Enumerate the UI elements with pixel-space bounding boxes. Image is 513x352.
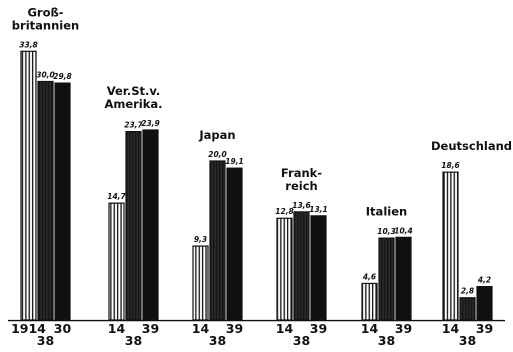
bar [442,171,459,321]
bar [37,80,54,321]
country-label: Groß- [27,5,63,19]
year-label: 38 [209,333,226,348]
bar [395,236,412,321]
bar [20,50,37,321]
value-label: 4,6 [363,272,376,281]
value-label: 4,2 [478,276,491,285]
year-label: 30 [54,321,72,336]
value-label: 10,4 [394,226,413,235]
year-label: 39 [226,321,243,336]
value-label: 12,8 [275,207,294,216]
bar [226,167,243,321]
year-label: 38 [378,333,395,348]
value-label: 10,3 [377,227,396,236]
bar [209,160,226,321]
year-label: 39 [142,321,159,336]
value-label: 23,7 [124,121,143,130]
value-label: 9,3 [194,235,207,244]
value-label: 19,1 [225,157,244,166]
year-label: 38 [459,333,476,348]
bar [476,286,493,321]
year-label: 38 [37,333,54,348]
bar [459,297,476,321]
bar [378,237,395,321]
bar [276,217,293,321]
country-label: Amerika. [104,97,162,111]
value-label: 23,9 [141,119,160,128]
year-label: 14 [108,321,126,336]
year-label: 39 [476,321,493,336]
year-label: 38 [293,333,310,348]
value-label: 13,6 [292,201,311,210]
bar [310,215,327,321]
value-label: 33,8 [19,40,38,49]
country-label: britannien [12,18,79,32]
bar [142,129,159,321]
country-label: Ver.St.v. [107,84,161,98]
year-label: 39 [395,321,412,336]
country-label: reich [285,179,317,193]
bar [361,282,378,321]
bar [125,130,142,321]
year-label: 1914 [11,321,46,336]
country-label: Italien [366,204,407,218]
year-label: 14 [361,321,379,336]
value-label: 18,6 [441,161,460,170]
year-label: 39 [310,321,327,336]
value-label: 2,8 [461,287,474,296]
year-label: 14 [276,321,294,336]
year-label: 14 [192,321,210,336]
country-label: Japan [198,128,235,142]
value-label: 13,1 [309,205,328,214]
bar [293,211,310,321]
year-label: 14 [442,321,460,336]
plot-area: 33,8 1914 30,0 38 29,8 30 Groß-britannien 14,7 1… [8,5,512,348]
value-label: 30,0 [36,71,55,80]
bar [54,82,71,321]
year-label: 38 [125,333,142,348]
country-label: Deutschland [431,139,512,153]
value-label: 20,0 [208,150,227,159]
country-label: Frank- [281,166,322,180]
value-label: 14,7 [107,192,126,201]
value-label: 29,8 [53,72,72,81]
bar [192,245,209,321]
bar [108,202,125,321]
